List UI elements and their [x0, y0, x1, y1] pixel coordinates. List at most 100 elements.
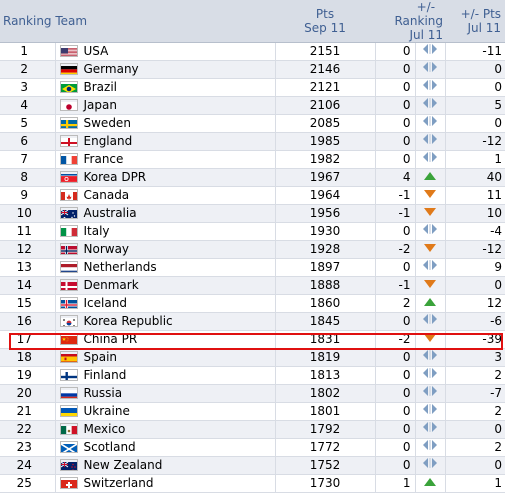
team-name[interactable]: Brazil: [83, 80, 118, 94]
table-row[interactable]: 9 Canada 1964 -1 11: [0, 186, 505, 205]
table-row[interactable]: 25 Switzerland 1730 1 1: [0, 474, 505, 493]
team-name[interactable]: Japan: [83, 98, 117, 112]
team-cell[interactable]: England: [55, 132, 276, 151]
table-row[interactable]: 2 Germany 2146 0 0: [0, 60, 505, 79]
table-row[interactable]: 7 France 1982 0 1: [0, 150, 505, 169]
points-cell: 1930: [275, 222, 376, 241]
team-cell[interactable]: China PR: [55, 330, 276, 349]
table-row[interactable]: 10 Australia 1956 -1 10: [0, 204, 505, 223]
table-row[interactable]: 1 USA 2151 0 -11: [0, 42, 505, 61]
rank-cell: 25: [0, 474, 56, 493]
team-cell[interactable]: Netherlands: [55, 258, 276, 277]
table-row[interactable]: 22 Mexico 1792 0 0: [0, 420, 505, 439]
team-name[interactable]: Russia: [83, 386, 123, 400]
pts-header[interactable]: Pts Sep 11: [275, 0, 376, 43]
team-name[interactable]: Scotland: [83, 440, 136, 454]
team-name[interactable]: USA: [83, 44, 109, 58]
team-name[interactable]: Korea DPR: [83, 170, 147, 184]
team-name[interactable]: Spain: [83, 350, 118, 364]
rank-cell: 19: [0, 366, 56, 385]
table-row[interactable]: 6 England 1985 0 -12: [0, 132, 505, 151]
team-name[interactable]: Canada: [83, 188, 130, 202]
trend-down-icon: [423, 241, 437, 258]
team-name[interactable]: Korea Republic: [83, 314, 173, 328]
table-row[interactable]: 5 Sweden 2085 0 0: [0, 114, 505, 133]
team-name[interactable]: Norway: [83, 242, 130, 256]
mexico-flag-icon: [59, 423, 78, 435]
table-row[interactable]: 13 Netherlands 1897 0 9: [0, 258, 505, 277]
team-name[interactable]: England: [83, 134, 133, 148]
team-cell[interactable]: Ukraine: [55, 402, 276, 421]
team-name[interactable]: Finland: [83, 368, 127, 382]
table-row[interactable]: 23 Scotland 1772 0 2: [0, 438, 505, 457]
rank-cell: 12: [0, 240, 56, 259]
table-row[interactable]: 20 Russia 1802 0 -7: [0, 384, 505, 403]
team-cell[interactable]: Sweden: [55, 114, 276, 133]
team-name[interactable]: Mexico: [83, 422, 126, 436]
team-cell[interactable]: Spain: [55, 348, 276, 367]
table-row[interactable]: 8 Korea DPR 1967 4 40: [0, 168, 505, 187]
table-row[interactable]: 12 Norway 1928 -2 -12: [0, 240, 505, 259]
team-name[interactable]: Germany: [83, 62, 139, 76]
points-change-cell: 12: [445, 294, 505, 313]
points-cell: 1985: [275, 132, 376, 151]
team-name[interactable]: Australia: [83, 206, 137, 220]
team-cell[interactable]: Iceland: [55, 294, 276, 313]
team-cell[interactable]: Norway: [55, 240, 276, 259]
team-cell[interactable]: Finland: [55, 366, 276, 385]
team-cell[interactable]: USA: [55, 42, 276, 61]
ranking-team-header[interactable]: Ranking Team: [0, 0, 276, 43]
table-row[interactable]: 17 China PR 1831 -2 -39: [0, 330, 505, 349]
team-name[interactable]: Switzerland: [83, 476, 154, 490]
team-name[interactable]: Iceland: [83, 296, 127, 310]
trend-cell: [415, 186, 446, 205]
table-row[interactable]: 19 Finland 1813 0 2: [0, 366, 505, 385]
table-row[interactable]: 21 Ukraine 1801 0 2: [0, 402, 505, 421]
new-zealand-flag-icon: [59, 459, 78, 471]
team-name[interactable]: China PR: [83, 332, 138, 346]
team-cell[interactable]: Japan: [55, 96, 276, 115]
team-cell[interactable]: Canada: [55, 186, 276, 205]
table-row[interactable]: 18 Spain 1819 0 3: [0, 348, 505, 367]
team-cell[interactable]: Russia: [55, 384, 276, 403]
table-row[interactable]: 14 Denmark 1888 -1 0: [0, 276, 505, 295]
team-cell[interactable]: Korea Republic: [55, 312, 276, 331]
team-name[interactable]: Netherlands: [83, 260, 157, 274]
table-row[interactable]: 3 Brazil 2121 0 0: [0, 78, 505, 97]
table-row[interactable]: 15 Iceland 1860 2 12: [0, 294, 505, 313]
team-cell[interactable]: Korea DPR: [55, 168, 276, 187]
pts-change-header[interactable]: +/- Pts Jul 11: [445, 0, 505, 43]
team-name[interactable]: Sweden: [83, 116, 131, 130]
team-cell[interactable]: Mexico: [55, 420, 276, 439]
trend-same-icon: [422, 223, 438, 240]
points-change-cell: 1: [445, 474, 505, 493]
team-cell[interactable]: Denmark: [55, 276, 276, 295]
team-name[interactable]: Denmark: [83, 278, 139, 292]
team-cell[interactable]: Germany: [55, 60, 276, 79]
points-cell: 1792: [275, 420, 376, 439]
rank-change-header[interactable]: +/- Ranking Jul 11: [375, 0, 446, 43]
team-cell[interactable]: Brazil: [55, 78, 276, 97]
team-cell[interactable]: France: [55, 150, 276, 169]
points-cell: 1928: [275, 240, 376, 259]
trend-cell: [415, 204, 446, 223]
table-row[interactable]: 24 New Zealand 1752 0 0: [0, 456, 505, 475]
team-name[interactable]: Ukraine: [83, 404, 130, 418]
trend-same-icon: [422, 385, 438, 402]
points-change-cell: 0: [445, 276, 505, 295]
team-cell[interactable]: New Zealand: [55, 456, 276, 475]
team-cell[interactable]: Italy: [55, 222, 276, 241]
table-row[interactable]: 11 Italy 1930 0 -4: [0, 222, 505, 241]
team-cell[interactable]: Scotland: [55, 438, 276, 457]
trend-same-icon: [422, 457, 438, 474]
points-change-cell: -39: [445, 330, 505, 349]
team-cell[interactable]: Australia: [55, 204, 276, 223]
team-name[interactable]: France: [83, 152, 124, 166]
team-name[interactable]: Italy: [83, 224, 110, 238]
table-row[interactable]: 4 Japan 2106 0 5: [0, 96, 505, 115]
korea-rep-flag-icon: [59, 315, 78, 327]
team-name[interactable]: New Zealand: [83, 458, 163, 472]
table-row[interactable]: 16 Korea Republic 1845 0 -6: [0, 312, 505, 331]
team-cell[interactable]: Switzerland: [55, 474, 276, 493]
ukraine-flag-icon: [59, 405, 78, 417]
